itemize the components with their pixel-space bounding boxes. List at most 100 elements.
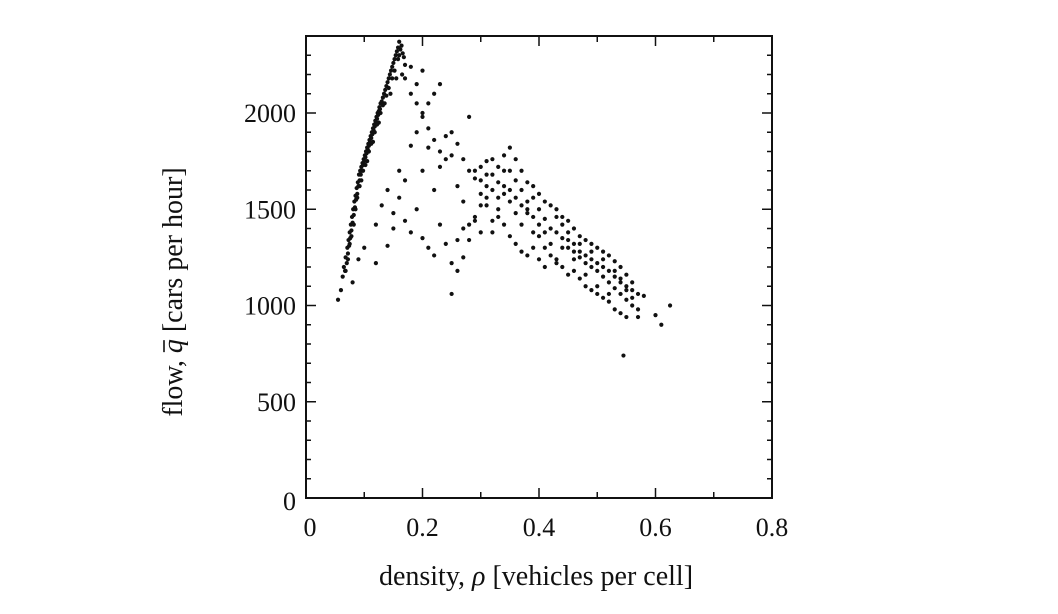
- data-point: [467, 114, 472, 119]
- axis-ticks: [305, 35, 773, 499]
- data-point: [394, 49, 399, 54]
- data-point: [513, 157, 518, 162]
- data-point: [363, 155, 368, 160]
- data-point: [397, 168, 402, 173]
- data-point: [443, 157, 448, 162]
- data-point: [426, 101, 431, 106]
- data-point: [392, 57, 397, 62]
- data-point: [374, 116, 380, 121]
- data-point: [531, 230, 536, 235]
- data-point: [519, 222, 524, 227]
- data-point: [600, 257, 606, 262]
- data-point: [478, 191, 483, 196]
- data-point: [386, 76, 391, 81]
- data-point: [606, 280, 612, 285]
- data-point: [577, 234, 582, 239]
- data-point: [542, 245, 547, 250]
- data-point: [478, 178, 483, 183]
- data-point: [618, 264, 623, 270]
- data-point: [345, 257, 351, 262]
- data-point: [612, 259, 617, 264]
- data-point: [571, 268, 577, 273]
- data-point: [621, 353, 626, 358]
- data-point: [507, 199, 512, 204]
- data-point: [595, 261, 600, 266]
- data-point: [402, 76, 408, 81]
- data-point: [571, 241, 577, 246]
- data-point: [432, 253, 437, 258]
- data-point: [426, 126, 431, 131]
- data-point: [390, 76, 395, 81]
- data-point: [583, 237, 588, 243]
- data-point: [624, 284, 629, 289]
- data-point: [432, 187, 437, 193]
- data-point: [351, 222, 356, 227]
- data-point: [536, 207, 542, 212]
- data-point: [385, 243, 390, 248]
- x-tick-label: 0.6: [639, 513, 672, 542]
- data-point: [358, 172, 363, 177]
- data-point: [374, 122, 380, 127]
- data-point: [490, 172, 495, 177]
- data-point: [388, 68, 394, 73]
- data-point: [630, 280, 635, 285]
- data-point: [472, 218, 478, 223]
- data-point: [420, 68, 425, 73]
- data-point: [595, 284, 600, 289]
- data-point: [566, 237, 571, 243]
- data-point: [344, 261, 349, 266]
- data-point: [399, 43, 404, 48]
- data-point: [618, 311, 623, 316]
- data-point: [449, 261, 454, 266]
- data-point: [391, 60, 396, 66]
- data-point: [560, 245, 565, 250]
- data-point: [635, 314, 641, 320]
- data-point: [525, 180, 530, 185]
- data-point: [432, 91, 437, 96]
- data-point: [618, 276, 623, 281]
- data-point: [589, 288, 594, 293]
- data-point: [461, 255, 466, 260]
- data-point: [496, 214, 501, 220]
- data-point: [542, 216, 547, 221]
- data-point: [571, 249, 577, 254]
- data-point: [390, 64, 395, 69]
- data-point: [467, 237, 472, 243]
- data-point: [501, 191, 507, 196]
- data-point: [519, 249, 524, 254]
- data-point: [478, 164, 483, 169]
- data-point: [507, 187, 512, 193]
- data-point: [472, 168, 478, 173]
- y-axis-title-prefix: flow,: [158, 353, 189, 417]
- data-point: [531, 195, 536, 200]
- data-point: [393, 53, 398, 58]
- data-point: [630, 303, 635, 308]
- data-point: [566, 218, 571, 223]
- data-point: [583, 272, 588, 277]
- data-point: [583, 261, 588, 266]
- y-tick-label: 2000: [244, 99, 296, 128]
- data-point: [398, 47, 403, 52]
- data-point: [542, 264, 547, 270]
- data-point: [484, 159, 489, 164]
- data-point: [513, 178, 518, 183]
- data-point: [542, 230, 547, 235]
- data-point: [531, 184, 536, 189]
- data-point: [467, 222, 472, 227]
- data-point: [437, 222, 443, 227]
- data-point: [369, 135, 374, 141]
- x-tick-label: 0.8: [756, 513, 789, 542]
- data-point: [630, 288, 635, 293]
- data-points: [335, 39, 673, 358]
- data-point: [507, 145, 512, 150]
- data-point: [377, 107, 383, 112]
- data-point: [606, 291, 612, 297]
- data-point: [391, 211, 396, 216]
- data-point: [397, 53, 402, 58]
- data-point: [548, 203, 553, 208]
- data-point: [414, 82, 419, 87]
- data-point: [373, 222, 378, 227]
- data-point: [426, 145, 431, 150]
- data-point: [548, 253, 553, 258]
